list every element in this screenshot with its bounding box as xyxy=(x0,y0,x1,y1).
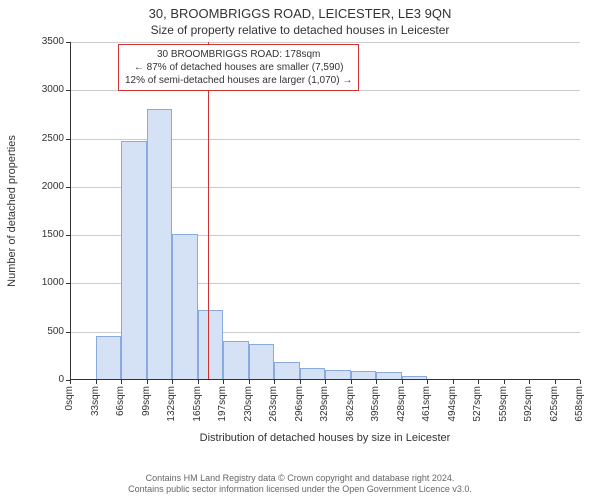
x-tick-label: 658sqm xyxy=(575,386,585,422)
x-tick-mark xyxy=(453,380,454,384)
y-tick-label: 1000 xyxy=(42,278,64,288)
x-tick-label: 494sqm xyxy=(448,386,458,422)
x-tick-mark xyxy=(402,380,403,384)
x-tick-label: 0sqm xyxy=(65,386,75,410)
y-tick-label: 3500 xyxy=(42,37,64,47)
y-axis-label: Number of detached properties xyxy=(6,135,18,287)
reference-line xyxy=(208,42,209,380)
x-tick-label: 428sqm xyxy=(397,386,407,422)
x-tick-label: 66sqm xyxy=(116,386,126,416)
chart-plot-area: 05001000150020002500300035000sqm33sqm66s… xyxy=(70,42,580,380)
histogram-bar xyxy=(223,341,249,380)
annotation-box: 30 BROOMBRIGGS ROAD: 178sqm ← 87% of det… xyxy=(118,44,359,91)
histogram-bar xyxy=(96,336,122,380)
x-tick-mark xyxy=(504,380,505,384)
x-tick-label: 395sqm xyxy=(371,386,381,422)
x-tick-mark xyxy=(147,380,148,384)
x-tick-label: 132sqm xyxy=(167,386,177,422)
x-tick-mark xyxy=(172,380,173,384)
annotation-line3: 12% of semi-detached houses are larger (… xyxy=(125,74,352,87)
footer-attribution: Contains HM Land Registry data © Crown c… xyxy=(0,473,600,496)
x-tick-label: 527sqm xyxy=(473,386,483,422)
page-subtitle: Size of property relative to detached ho… xyxy=(0,21,600,37)
x-tick-label: 625sqm xyxy=(550,386,560,422)
annotation-line1: 30 BROOMBRIGGS ROAD: 178sqm xyxy=(125,48,352,61)
x-tick-label: 559sqm xyxy=(499,386,509,422)
x-tick-mark xyxy=(223,380,224,384)
histogram-bar xyxy=(172,234,198,380)
x-axis-label: Distribution of detached houses by size … xyxy=(70,432,580,444)
x-tick-label: 461sqm xyxy=(422,386,432,422)
y-tick-label: 3000 xyxy=(42,85,64,95)
x-tick-mark xyxy=(300,380,301,384)
annotation-line2: ← 87% of detached houses are smaller (7,… xyxy=(125,61,352,74)
x-tick-label: 197sqm xyxy=(218,386,228,422)
x-tick-mark xyxy=(274,380,275,384)
x-tick-label: 33sqm xyxy=(91,386,101,416)
x-tick-label: 296sqm xyxy=(295,386,305,422)
page-title: 30, BROOMBRIGGS ROAD, LEICESTER, LE3 9QN xyxy=(0,0,600,21)
histogram-bar xyxy=(198,310,224,380)
x-tick-label: 263sqm xyxy=(269,386,279,422)
x-tick-mark xyxy=(249,380,250,384)
x-tick-mark xyxy=(555,380,556,384)
y-tick-label: 2500 xyxy=(42,134,64,144)
y-tick-label: 1500 xyxy=(42,230,64,240)
x-axis-line xyxy=(70,379,580,380)
y-tick-label: 500 xyxy=(47,327,64,337)
x-tick-mark xyxy=(376,380,377,384)
x-tick-label: 165sqm xyxy=(193,386,203,422)
x-tick-label: 592sqm xyxy=(524,386,534,422)
grid-line xyxy=(70,42,580,43)
x-tick-label: 230sqm xyxy=(244,386,254,422)
histogram-bar xyxy=(121,141,147,380)
x-tick-mark xyxy=(325,380,326,384)
y-axis-line xyxy=(70,42,71,380)
x-tick-mark xyxy=(427,380,428,384)
x-tick-mark xyxy=(580,380,581,384)
x-tick-mark xyxy=(70,380,71,384)
x-tick-mark xyxy=(478,380,479,384)
x-tick-label: 329sqm xyxy=(320,386,330,422)
footer-line2: Contains public sector information licen… xyxy=(0,484,600,496)
x-tick-mark xyxy=(121,380,122,384)
y-tick-label: 0 xyxy=(58,375,64,385)
x-tick-mark xyxy=(529,380,530,384)
x-tick-mark xyxy=(351,380,352,384)
x-tick-mark xyxy=(198,380,199,384)
x-tick-label: 99sqm xyxy=(142,386,152,416)
histogram-bar xyxy=(249,344,275,380)
x-tick-mark xyxy=(96,380,97,384)
x-tick-label: 362sqm xyxy=(346,386,356,422)
y-tick-label: 2000 xyxy=(42,182,64,192)
histogram-bar xyxy=(147,109,173,380)
footer-line1: Contains HM Land Registry data © Crown c… xyxy=(0,473,600,485)
histogram-bar xyxy=(274,362,300,380)
